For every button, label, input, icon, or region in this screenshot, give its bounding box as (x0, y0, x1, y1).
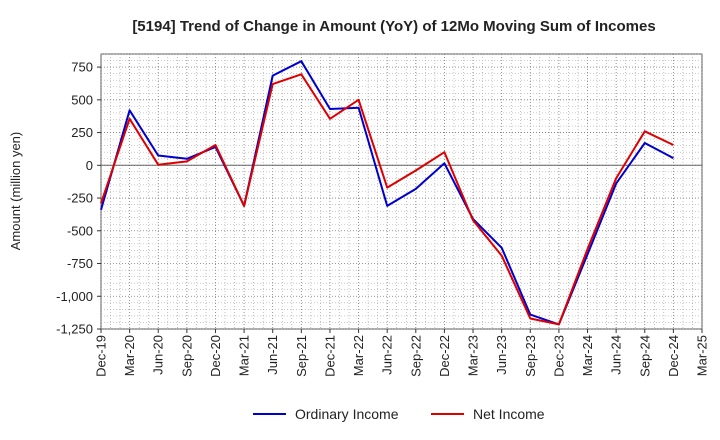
x-tick-label: Dec-23 (551, 335, 566, 377)
x-tick-label: Jun-23 (494, 335, 509, 375)
x-tick-label: Sep-22 (408, 335, 423, 377)
x-tick-label: Mar-25 (695, 335, 710, 376)
x-tick-label: Sep-21 (294, 335, 309, 377)
series-line-net-income (100, 73, 674, 326)
y-tick-label: 0 (86, 158, 93, 173)
x-tick-label: Mar-20 (122, 335, 137, 376)
x-tick-label: Jun-20 (151, 335, 166, 375)
x-tick-label: Jun-21 (265, 335, 280, 375)
x-tick-label: Sep-24 (637, 335, 652, 377)
x-tick-label: Mar-24 (580, 335, 595, 376)
x-tick-label: Dec-22 (437, 335, 452, 377)
y-tick-label: -1,250 (56, 322, 93, 337)
x-tick-label: Dec-19 (94, 335, 109, 377)
x-tick-label: Sep-23 (523, 335, 538, 377)
y-tick-label: -750 (67, 256, 93, 271)
x-tick-label: Dec-20 (208, 335, 223, 377)
y-tick-label: 250 (71, 125, 93, 140)
y-tick-label: -1,000 (56, 289, 93, 304)
y-tick-label: -250 (67, 191, 93, 206)
x-tick-label: Mar-22 (351, 335, 366, 376)
y-tick-label: 750 (71, 60, 93, 75)
legend-label: Net Income (473, 406, 545, 422)
gridlines (100, 53, 703, 330)
x-tick-label: Mar-21 (237, 335, 252, 376)
legend-label: Ordinary Income (295, 406, 399, 422)
x-tick-label: Sep-20 (179, 335, 194, 377)
y-axis-label: Amount (million yen) (8, 132, 23, 251)
x-tick-label: Jun-24 (609, 335, 624, 375)
chart-title: [5194] Trend of Change in Amount (YoY) o… (132, 18, 655, 35)
x-tick-label: Mar-23 (466, 335, 481, 376)
y-axis: 750 500 250 0 -250 -500 -750 -1,000 -1,250 (56, 60, 101, 337)
y-tick-label: 500 (71, 92, 93, 107)
x-tick-label: Jun-22 (380, 335, 395, 375)
legend: Ordinary Income Net Income (253, 406, 545, 422)
x-tick-label: Dec-24 (666, 335, 681, 377)
series-lines (100, 60, 674, 326)
x-tick-label: Dec-21 (322, 335, 337, 377)
x-axis: Dec-19 Mar-20 Jun-20 Sep-20 Dec-20 Mar-21 Jun-… (94, 329, 710, 377)
y-tick-label: -500 (67, 223, 93, 238)
